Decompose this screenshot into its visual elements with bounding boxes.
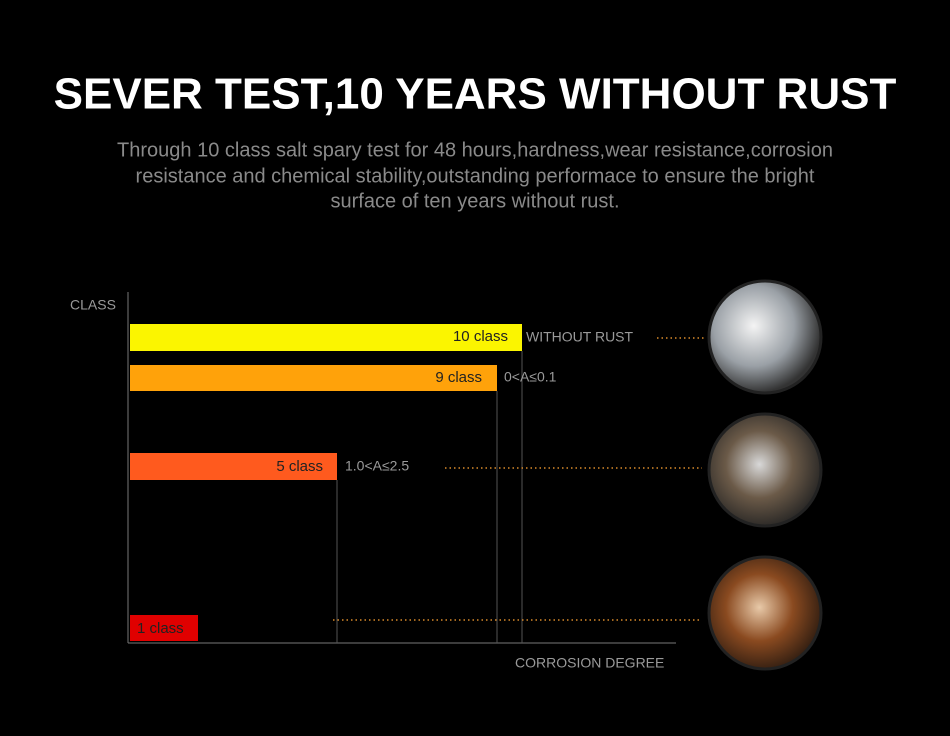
bar: [130, 453, 337, 480]
annotation: 0<A≤0.1: [504, 369, 557, 385]
subtitle-line: resistance and chemical stability,outsta…: [136, 165, 815, 187]
bar: [130, 324, 522, 351]
subtitle-line: surface of ten years without rust.: [330, 190, 619, 212]
bar-label: 1 class: [137, 620, 184, 637]
title: SEVER TEST,10 YEARS WITHOUT RUST: [54, 70, 897, 119]
annotation: WITHOUT RUST: [526, 329, 634, 345]
bar-label: 10 class: [453, 328, 508, 345]
sample-image: [707, 412, 823, 528]
sample-image: [707, 555, 823, 671]
subtitle-line: Through 10 class salt spary test for 48 …: [117, 139, 833, 161]
sample-image: [707, 279, 823, 395]
bar: [130, 365, 497, 391]
bar: [130, 615, 198, 641]
y-axis-label: CLASS: [70, 297, 116, 313]
bar-label: 9 class: [435, 369, 482, 386]
bar-label: 5 class: [276, 458, 323, 475]
x-axis-label: CORROSION DEGREE: [515, 655, 664, 671]
annotation: 1.0<A≤2.5: [345, 458, 409, 474]
